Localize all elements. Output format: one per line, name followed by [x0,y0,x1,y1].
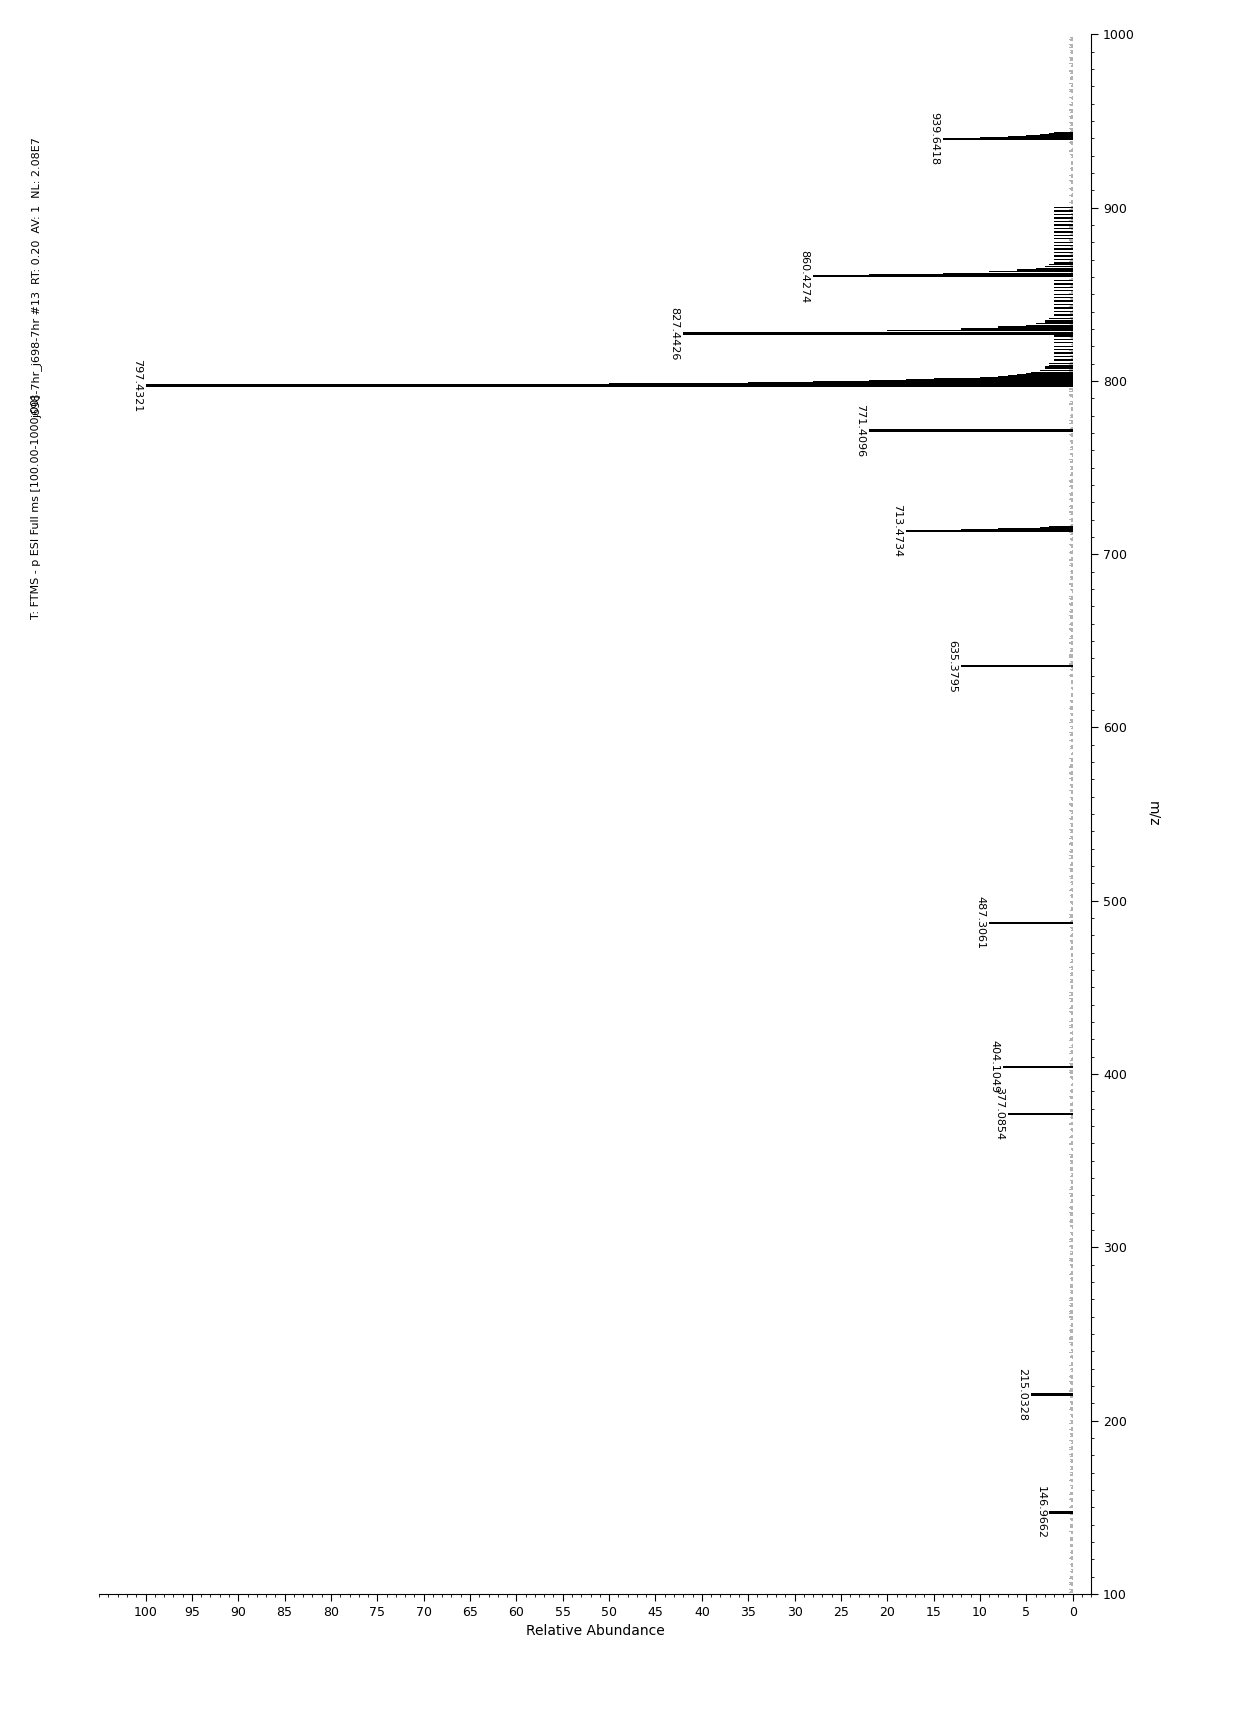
Text: 404.1049: 404.1049 [990,1040,999,1094]
Text: 939.6418: 939.6418 [929,113,939,166]
Text: 771.4096: 771.4096 [854,405,864,458]
Bar [905,530,1073,531]
Bar [1049,1512,1073,1513]
Bar [1030,1393,1073,1395]
Text: 827.4426: 827.4426 [670,307,680,360]
Text: 797.4321: 797.4321 [131,358,141,411]
Y-axis label: m/z: m/z [1146,802,1159,826]
Text: 215.0328: 215.0328 [1017,1368,1027,1421]
Bar [942,137,1073,141]
Bar [813,274,1073,278]
Text: 713.4734: 713.4734 [892,504,901,557]
X-axis label: Relative Abundance: Relative Abundance [526,1625,665,1639]
Bar [145,384,1073,387]
Bar [1003,1066,1073,1068]
Text: j698-7hr_j698-7hr #13  RT: 0.20  AV: 1  NL: 2.08E7: j698-7hr_j698-7hr #13 RT: 0.20 AV: 1 NL:… [31,137,42,418]
Text: 377.0854: 377.0854 [993,1087,1004,1140]
Bar [683,333,1073,334]
Text: 146.9662: 146.9662 [1035,1486,1045,1539]
Text: 635.3795: 635.3795 [947,639,957,692]
Text: 860.4274: 860.4274 [799,250,810,303]
Text: T: FTMS - p ESI Full ms [100.00-1000.00]: T: FTMS - p ESI Full ms [100.00-1000.00] [31,394,41,619]
Bar [961,665,1073,667]
Text: 487.3061: 487.3061 [976,896,986,950]
Bar [1008,1112,1073,1116]
Bar [990,922,1073,924]
Bar [869,428,1073,432]
